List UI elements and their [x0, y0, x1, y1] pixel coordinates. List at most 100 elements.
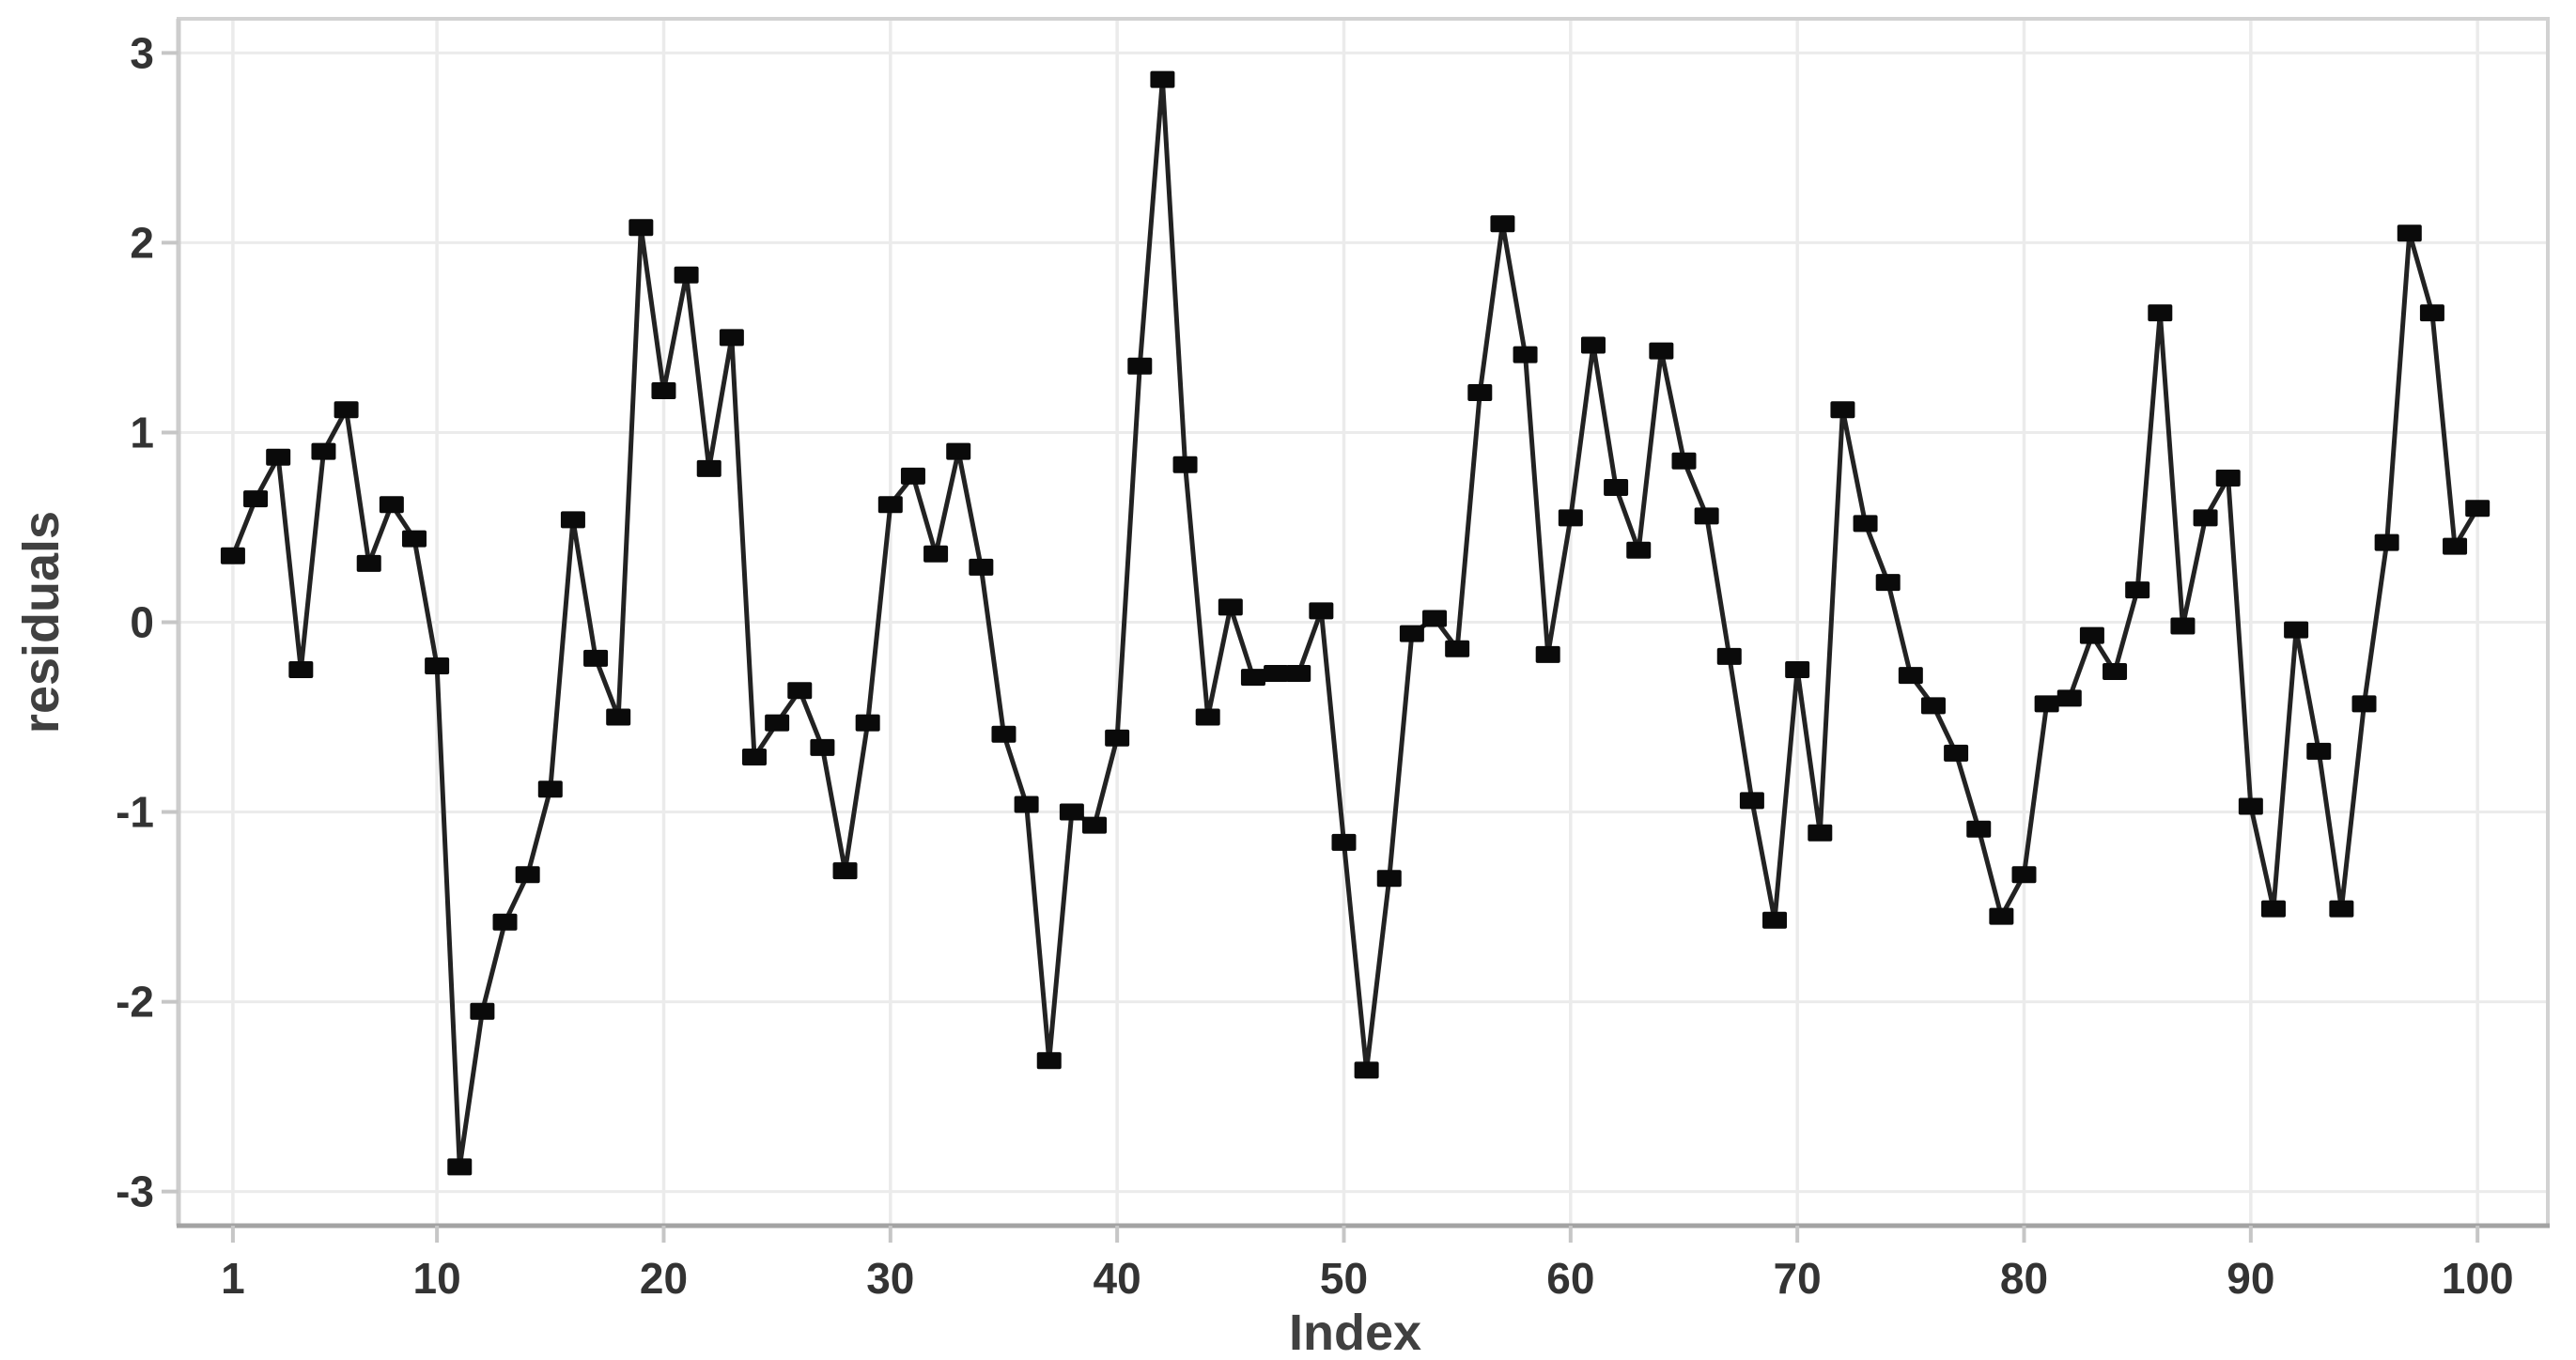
- data-point-marker: [2034, 695, 2059, 713]
- x-tick-label: 50: [1320, 1254, 1368, 1303]
- data-point-marker: [515, 866, 540, 884]
- data-point-marker: [2103, 663, 2128, 681]
- data-point-marker: [470, 1002, 495, 1020]
- data-point-marker: [1558, 509, 1583, 527]
- data-point-marker: [2443, 537, 2468, 555]
- data-point-marker: [288, 661, 314, 679]
- data-point-marker: [1422, 610, 1448, 627]
- data-point-marker: [1513, 346, 1538, 363]
- data-point-marker: [719, 329, 744, 347]
- data-point-marker: [991, 725, 1016, 743]
- data-point-marker: [606, 708, 631, 726]
- data-point-marker: [1445, 640, 1470, 657]
- data-point-marker: [1694, 507, 1719, 525]
- y-tick-label: -2: [116, 978, 154, 1027]
- data-point-marker: [1671, 452, 1697, 470]
- data-point-marker: [900, 467, 925, 485]
- data-point-marker: [1853, 515, 1878, 533]
- data-point-marker: [379, 496, 404, 514]
- data-point-marker: [447, 1158, 473, 1176]
- data-point-marker: [1739, 792, 1764, 810]
- data-point-marker: [787, 682, 813, 700]
- x-tick-label: 20: [640, 1254, 688, 1303]
- x-tick-label: 40: [1094, 1254, 1141, 1303]
- data-point-marker: [1218, 598, 1243, 616]
- data-point-marker: [855, 714, 880, 732]
- data-point-marker: [628, 219, 654, 237]
- data-point-marker: [537, 780, 563, 798]
- data-point-marker: [425, 657, 450, 674]
- data-point-marker: [2056, 689, 2082, 707]
- data-point-marker: [969, 558, 994, 576]
- y-tick-label: 1: [130, 408, 154, 456]
- data-point-marker: [1376, 870, 1402, 888]
- data-point-marker: [946, 442, 971, 460]
- data-point-marker: [1399, 625, 1424, 642]
- data-point-marker: [1059, 803, 1084, 821]
- data-point-marker: [492, 913, 518, 931]
- data-point-marker: [1716, 647, 1742, 665]
- data-point-marker: [1966, 820, 1992, 838]
- data-point-marker: [2465, 500, 2491, 518]
- data-point-marker: [1898, 667, 1923, 685]
- data-point-marker: [1127, 357, 1153, 375]
- data-point-marker: [356, 554, 381, 572]
- data-point-marker: [1309, 602, 1334, 620]
- data-point-marker: [742, 748, 768, 765]
- y-tick-label: -1: [116, 788, 154, 837]
- data-point-marker: [1036, 1052, 1062, 1070]
- data-point-marker: [810, 738, 835, 756]
- data-point-marker: [1649, 342, 1674, 360]
- data-point-marker: [2193, 509, 2218, 527]
- data-point-marker: [1762, 911, 1788, 929]
- data-point-marker: [1331, 833, 1357, 851]
- data-point-marker: [2329, 900, 2354, 918]
- x-tick-label: 30: [866, 1254, 914, 1303]
- data-point-marker: [243, 490, 269, 508]
- data-point-marker: [1626, 541, 1652, 559]
- data-point-marker: [1240, 669, 1265, 687]
- data-point-marker: [1105, 729, 1130, 747]
- data-point-marker: [1264, 665, 1289, 683]
- data-point-marker: [311, 442, 336, 460]
- data-point-marker: [1172, 456, 1198, 473]
- data-point-marker: [1082, 816, 1108, 834]
- data-point-marker: [2215, 469, 2241, 487]
- data-point-marker: [2351, 695, 2377, 713]
- data-point-marker: [1490, 215, 1515, 233]
- data-point-marker: [1875, 574, 1901, 592]
- data-point-marker: [2011, 866, 2037, 884]
- data-point-marker: [2374, 533, 2399, 551]
- data-point-marker: [1195, 708, 1220, 726]
- data-point-marker: [1580, 336, 1606, 354]
- data-point-marker: [2125, 581, 2150, 599]
- y-tick-label: -3: [116, 1167, 154, 1216]
- data-point-marker: [923, 545, 949, 563]
- data-point-marker: [1785, 661, 1810, 679]
- y-tick-label: 0: [130, 598, 154, 647]
- data-point-marker: [266, 448, 291, 466]
- data-point-marker: [1354, 1061, 1379, 1079]
- data-point-marker: [1830, 401, 1855, 419]
- data-point-marker: [1535, 645, 1560, 663]
- x-tick-label: 70: [1774, 1254, 1822, 1303]
- series-line: [230, 77, 2480, 1169]
- data-point-marker: [1286, 665, 1311, 683]
- data-point-marker: [877, 496, 903, 514]
- x-tick-label: 1: [221, 1254, 245, 1303]
- data-point-marker: [334, 401, 359, 419]
- data-point-marker: [220, 547, 245, 564]
- x-tick-label: 10: [413, 1254, 461, 1303]
- data-point-marker: [1808, 824, 1833, 842]
- x-axis-title: Index: [1289, 1305, 1421, 1360]
- data-point-marker: [2079, 626, 2104, 644]
- data-point-marker: [1467, 384, 1493, 402]
- data-point-marker: [832, 862, 858, 880]
- data-point-marker: [1944, 744, 1969, 762]
- y-tick-label: 2: [130, 218, 154, 267]
- data-point-marker: [583, 649, 609, 667]
- x-tick-label: 100: [2442, 1254, 2514, 1303]
- x-tick-label: 80: [2000, 1254, 2048, 1303]
